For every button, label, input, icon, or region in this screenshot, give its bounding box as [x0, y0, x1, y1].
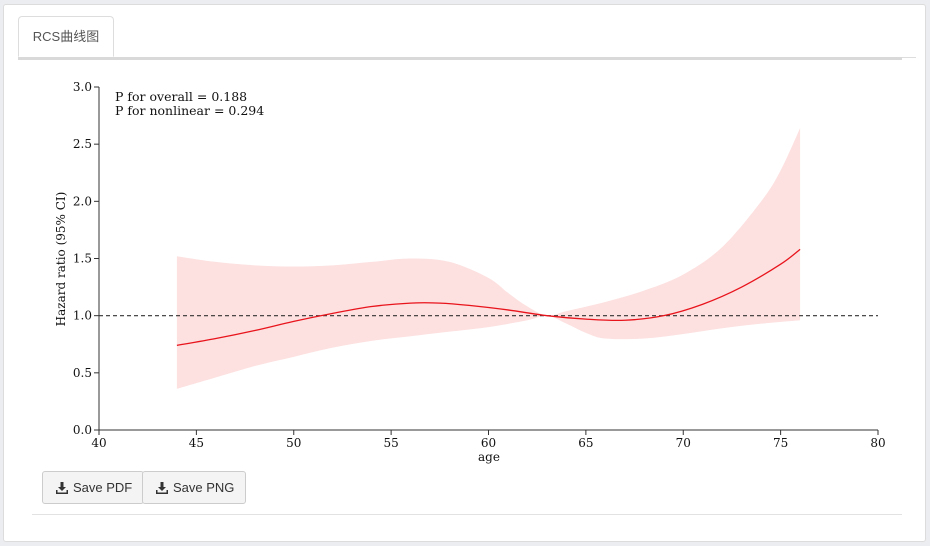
y-tick-label: 0.0 — [73, 423, 92, 437]
download-icon — [156, 481, 168, 494]
x-axis-label: age — [478, 450, 500, 464]
x-tick-label: 45 — [189, 436, 204, 450]
y-tick-label: 2.0 — [73, 194, 92, 208]
x-tick-label: 80 — [870, 436, 885, 450]
y-tick-label: 1.5 — [73, 252, 92, 266]
y-axis-label: Hazard ratio (95% CI) — [54, 192, 68, 327]
x-tick-label: 70 — [676, 436, 691, 450]
ci-band — [176, 128, 801, 389]
x-tick-label: 50 — [286, 436, 301, 450]
x-tick-label: 40 — [91, 436, 106, 450]
save-png-button[interactable]: Save PNG — [142, 471, 247, 504]
x-ticks: 40 45 50 55 60 65 70 75 80 — [91, 430, 886, 450]
save-png-label: Save PNG — [173, 480, 235, 495]
x-tick-label: 75 — [773, 436, 788, 450]
save-pdf-label: Save PDF — [73, 480, 133, 495]
x-tick-label: 60 — [481, 436, 496, 450]
bottom-divider — [32, 514, 902, 515]
save-pdf-button[interactable]: Save PDF — [42, 471, 145, 504]
rcs-chart: 0.0 0.5 1.0 1.5 2.0 2.5 3.0 40 45 50 55 60 65 70 75 80… — [32, 63, 892, 473]
tab-strip: RCS曲线图 — [18, 5, 916, 58]
y-tick-label: 2.5 — [73, 137, 92, 151]
x-tick-label: 65 — [578, 436, 593, 450]
y-ticks: 0.0 0.5 1.0 1.5 2.0 2.5 3.0 — [73, 80, 99, 437]
tab-rcs-curve[interactable]: RCS曲线图 — [18, 16, 114, 57]
p-nonlinear-annotation: P for nonlinear = 0.294 — [115, 103, 264, 118]
y-tick-label: 3.0 — [73, 80, 92, 94]
hr-curve — [176, 248, 801, 347]
y-tick-label: 0.5 — [73, 366, 92, 380]
p-overall-annotation: P for overall = 0.188 — [115, 89, 247, 104]
panel: RCS曲线图 0.0 0.5 1.0 1.5 2.0 2.5 3.0 40 45 50 55 60 6… — [3, 4, 926, 542]
x-tick-label: 55 — [383, 436, 398, 450]
chart-svg: 0.0 0.5 1.0 1.5 2.0 2.5 3.0 40 45 50 55 60 65 70 75 80… — [54, 80, 886, 464]
y-tick-label: 1.0 — [73, 309, 92, 323]
download-icon — [56, 481, 68, 494]
tab-underline — [18, 57, 902, 60]
